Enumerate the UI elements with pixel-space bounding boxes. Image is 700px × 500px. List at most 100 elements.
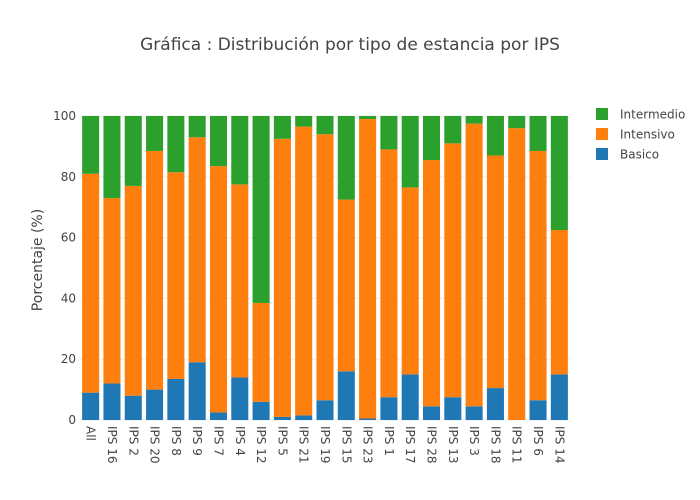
bar-intermedio [423,116,441,161]
x-tick-label: IPS 13 [446,426,460,463]
bar-intensivo [465,123,483,407]
bar-intensivo [359,119,377,419]
bar-intermedio [508,116,526,129]
bar-basico [359,418,377,420]
bar-basico [167,378,185,420]
x-tick-label: IPS 21 [297,426,311,463]
legend-label-basico[interactable]: Basico [620,148,659,162]
bar-intensivo [252,302,270,402]
x-tick-label: IPS 9 [190,426,204,456]
bar-intermedio [401,116,419,188]
y-tick-label: 0 [68,413,76,427]
bar-intensivo [295,126,313,416]
bar-basico [103,383,121,420]
bar-intermedio [146,116,164,151]
x-tick-label: IPS 15 [339,426,353,463]
bar-intermedio [465,116,483,124]
bar-intensivo [146,150,164,390]
bar-intermedio [252,116,270,303]
bar-intensivo [337,199,355,372]
bar-intermedio [103,116,121,199]
bar-intermedio [486,116,504,156]
bar-basico [423,406,441,420]
legend-label-intermedio[interactable]: Intermedio [620,108,685,122]
bar-intensivo [508,128,526,420]
y-tick-label: 20 [61,352,76,366]
bar-intensivo [401,187,419,375]
bar-intermedio [273,116,291,139]
legend[interactable]: Intermedio Intensivo Basico [596,108,685,162]
bar-basico [465,406,483,420]
bar-basico [231,377,249,420]
y-tick-label: 60 [61,231,76,245]
bar-intensivo [82,173,100,393]
bar-intensivo [103,198,121,384]
bar-basico [337,371,355,420]
bar-basico [486,388,504,420]
bar-intermedio [188,116,206,138]
x-tick-label: IPS 1 [382,426,396,456]
bar-basico [146,389,164,420]
bar-intensivo [550,230,568,375]
x-tick-label: IPS 7 [211,426,225,456]
bar-intensivo [188,137,206,363]
legend-swatch-basico [596,148,608,160]
x-tick-label: IPS 12 [254,426,268,463]
x-tick-label: IPS 16 [105,426,119,463]
bar-intensivo [316,134,334,401]
bar-intensivo [486,155,504,389]
bar-intensivo [380,149,398,398]
bar-intensivo [167,172,185,379]
x-tick-label: IPS 20 [148,426,162,463]
bar-intensivo [273,138,291,417]
bar-basico [295,415,313,420]
bar-intensivo [529,150,547,401]
x-tick-label: IPS 17 [403,426,417,463]
bar-intermedio [444,116,462,144]
bar-basico [444,397,462,420]
x-tick-label: IPS 8 [169,426,183,456]
bar-basico [252,401,270,420]
x-tick-label: IPS 6 [531,426,545,456]
bar-basico [529,400,547,420]
y-axis-label: Porcentaje (%) [30,209,46,311]
axes: 0 20 40 60 80 100 All IPS 16 IPS 2 IPS 20 IPS 8 IPS… [53,109,566,463]
x-tick-label: All [84,426,98,441]
bar-intermedio [231,116,249,185]
bar-intermedio [295,116,313,127]
x-tick-label: IPS 4 [233,426,247,456]
bar-intermedio [337,116,355,200]
y-tick-label: 80 [61,170,76,184]
bar-intensivo [124,185,142,396]
bar-intensivo [231,184,249,378]
y-tick-label: 40 [61,291,76,305]
x-tick-label: IPS 14 [552,426,566,463]
legend-swatch-intensivo [596,128,608,140]
bar-intermedio [380,116,398,150]
bar-intermedio [359,116,377,120]
bar-intermedio [316,116,334,135]
bar-basico [188,362,206,420]
x-tick-label: IPS 23 [361,426,375,463]
legend-label-intensivo[interactable]: Intensivo [620,128,675,142]
bar-basico [209,412,227,420]
bar-intermedio [124,116,142,186]
bars [82,116,568,420]
legend-swatch-intermedio [596,108,608,120]
bar-intensivo [444,143,462,398]
bar-intermedio [82,116,100,174]
bar-basico [273,416,291,420]
x-tick-label: IPS 5 [275,426,289,456]
x-tick-label: IPS 11 [510,426,524,463]
bar-intermedio [167,116,185,173]
x-tick-label: IPS 28 [425,426,439,463]
bar-intermedio [550,116,568,230]
y-tick-label: 100 [53,109,76,123]
bar-basico [82,392,100,420]
x-tick-label: IPS 3 [467,426,481,456]
bar-basico [380,397,398,420]
bar-basico [401,374,419,420]
chart-title: Gráfica : Distribución por tipo de estan… [140,35,560,55]
bar-basico [124,395,142,420]
